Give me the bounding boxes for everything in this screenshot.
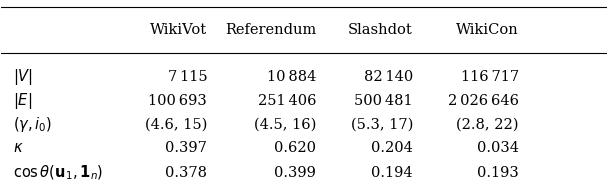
Text: (2.8, 22): (2.8, 22) [457,117,519,131]
Text: (4.5, 16): (4.5, 16) [254,117,316,131]
Text: 100 693: 100 693 [148,94,207,108]
Text: (4.6, 15): (4.6, 15) [145,117,207,131]
Text: 251 406: 251 406 [258,94,316,108]
Text: 0.378: 0.378 [165,166,207,180]
Text: WikiVot: WikiVot [150,23,207,37]
Text: 10 884: 10 884 [267,70,316,84]
Text: $|E|$: $|E|$ [13,91,33,110]
Text: 82 140: 82 140 [364,70,413,84]
Text: (5.3, 17): (5.3, 17) [351,117,413,131]
Text: 2 026 646: 2 026 646 [448,94,519,108]
Text: 0.193: 0.193 [477,166,519,180]
Text: $\kappa$: $\kappa$ [13,141,24,155]
Text: $|V|$: $|V|$ [13,67,33,87]
Text: 0.204: 0.204 [371,141,413,155]
Text: 0.034: 0.034 [477,141,519,155]
Text: $(\gamma, i_0)$: $(\gamma, i_0)$ [13,115,53,134]
Text: 0.397: 0.397 [165,141,207,155]
Text: 0.399: 0.399 [274,166,316,180]
Text: 500 481: 500 481 [354,94,413,108]
Text: Referendum: Referendum [225,23,316,37]
Text: 0.620: 0.620 [274,141,316,155]
Text: $\cos\theta(\mathbf{u}_1, \mathbf{1}_n)$: $\cos\theta(\mathbf{u}_1, \mathbf{1}_n)$ [13,164,104,182]
Text: 7 115: 7 115 [168,70,207,84]
Text: 0.194: 0.194 [371,166,413,180]
Text: Slashdot: Slashdot [348,23,413,37]
Text: WikiCon: WikiCon [456,23,519,37]
Text: 116 717: 116 717 [461,70,519,84]
